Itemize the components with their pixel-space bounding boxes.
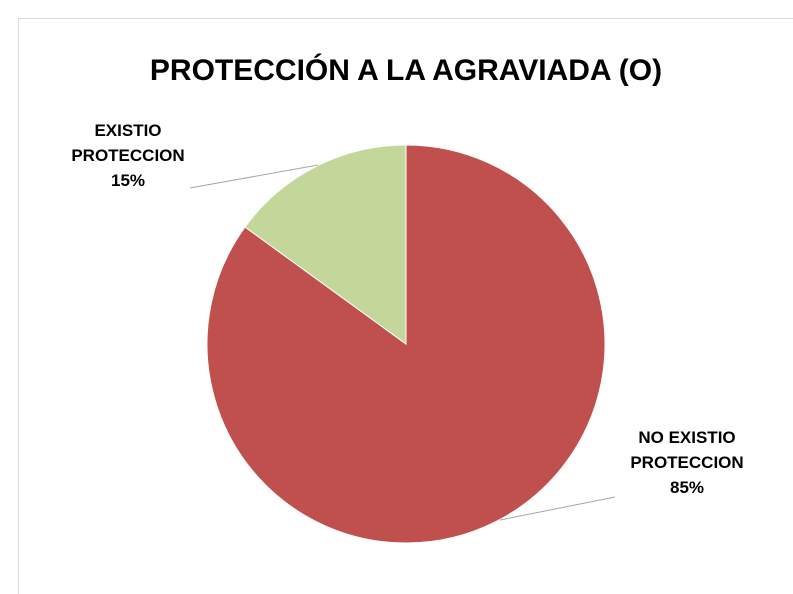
leader-line xyxy=(499,496,616,521)
slices xyxy=(206,144,606,544)
label-value: 85% xyxy=(669,478,705,497)
leader-line xyxy=(189,164,319,189)
data-label: NO EXISTIO PROTECCION 85% xyxy=(612,425,762,500)
label-category: EXISTIO PROTECCION xyxy=(71,121,185,165)
data-label: EXISTIO PROTECCION 15% xyxy=(58,118,198,193)
chart-title: PROTECCIÓN A LA AGRAVIADA (O) xyxy=(150,53,662,87)
pie-slice xyxy=(244,144,407,345)
label-category: NO EXISTIO PROTECCION xyxy=(630,428,744,472)
label-value: 15% xyxy=(110,171,146,190)
